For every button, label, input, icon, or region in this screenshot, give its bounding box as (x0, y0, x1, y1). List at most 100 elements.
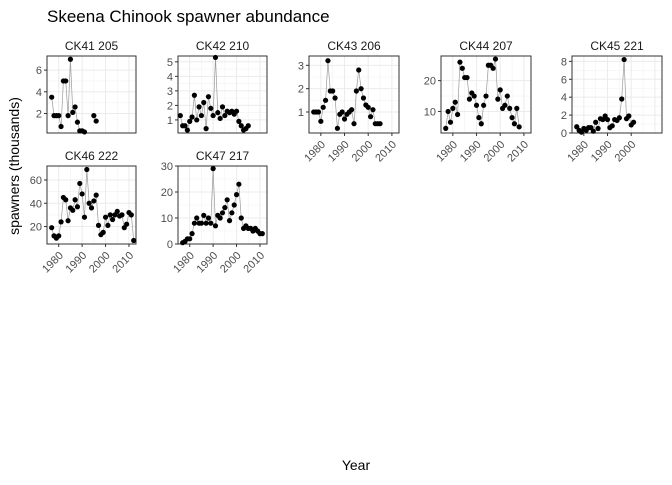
data-point (74, 204, 81, 210)
data-point (208, 220, 214, 226)
data-point (349, 107, 355, 113)
data-point (56, 233, 62, 239)
data-point (177, 112, 183, 119)
y-tick-label: 2 (561, 110, 567, 122)
data-point (609, 123, 615, 129)
data-point (63, 197, 69, 203)
data-point (72, 104, 78, 110)
data-point (325, 58, 331, 64)
data-point (330, 88, 336, 94)
panel-border (440, 55, 532, 134)
data-point (93, 192, 99, 198)
data-point (595, 125, 601, 132)
data-point (339, 109, 345, 115)
data-point (459, 65, 465, 71)
data-point (593, 119, 599, 125)
data-point (58, 123, 64, 130)
data-point (502, 102, 508, 108)
data-point (626, 113, 632, 119)
y-tick-label: 20 (161, 187, 173, 199)
data-point (377, 121, 383, 127)
panel-border (308, 55, 400, 134)
data-point (229, 210, 235, 216)
x-tick-label: 1980 (40, 250, 66, 276)
data-point (356, 67, 362, 73)
x-tick-label: 1990 (64, 250, 90, 276)
data-point (189, 231, 195, 237)
data-point (70, 109, 76, 115)
data-point (478, 121, 484, 127)
data-point (233, 192, 240, 198)
data-point (58, 219, 64, 225)
data-point (222, 205, 228, 211)
data-point (79, 191, 85, 197)
y-tick-label: 10 (161, 213, 173, 225)
data-point (49, 225, 55, 231)
data-point (509, 115, 515, 121)
x-tick-label: 1990 (195, 250, 221, 276)
y-tick-label: 1 (298, 107, 304, 119)
facet-panel: CK41 205 2 4 6 (36, 39, 137, 135)
x-tick-label: 1980 (171, 250, 197, 276)
data-point (187, 236, 193, 242)
data-point (65, 113, 71, 119)
data-point (483, 93, 489, 99)
y-tick-label: 8 (561, 56, 567, 68)
data-point (245, 123, 251, 129)
data-point (63, 78, 69, 84)
data-point (212, 54, 219, 61)
series-line (182, 168, 263, 244)
data-point (208, 105, 214, 111)
data-point (238, 123, 244, 129)
data-point (194, 215, 200, 221)
data-point (201, 99, 207, 106)
data-point (504, 93, 510, 99)
x-tick-label: 2000 (613, 139, 639, 165)
data-point (236, 118, 242, 124)
data-point (93, 118, 99, 124)
x-tick-label: 2000 (350, 139, 376, 165)
data-point (353, 88, 359, 94)
facet-title: CK45 221 (590, 39, 644, 53)
data-point (473, 102, 480, 108)
x-tick-label: 2010 (505, 139, 531, 165)
data-point (466, 96, 473, 102)
data-point (447, 119, 454, 125)
data-point (198, 220, 205, 226)
data-point (49, 94, 55, 100)
data-point (119, 212, 125, 218)
data-point (56, 113, 62, 119)
data-point (222, 112, 228, 119)
x-tick-label: 2000 (218, 250, 244, 276)
panel-border (46, 55, 137, 134)
data-point (198, 112, 205, 119)
data-point (358, 86, 364, 92)
data-point (226, 218, 233, 224)
data-point (464, 74, 470, 81)
data-point (74, 119, 81, 125)
data-point (102, 214, 109, 220)
facet-title: CK43 206 (327, 39, 381, 53)
panel-border (177, 55, 268, 134)
data-point (320, 104, 326, 110)
x-tick-label: 2010 (241, 250, 267, 276)
data-point (476, 115, 482, 121)
y-tick-label: 20 (424, 76, 436, 88)
data-point (604, 116, 611, 123)
facet-panel: CK42 210 1 2 3 4 5 (167, 39, 268, 134)
y-tick-label: 4 (36, 87, 42, 99)
data-point (318, 118, 324, 124)
data-point (217, 115, 223, 122)
data-point (443, 125, 449, 131)
data-point (91, 198, 97, 204)
data-point (203, 126, 209, 132)
data-point (131, 237, 137, 244)
data-point (194, 117, 200, 123)
x-tick-label: 1980 (434, 139, 460, 165)
data-point (182, 123, 188, 129)
data-point (238, 215, 244, 221)
y-tick-label: 5 (167, 57, 173, 69)
